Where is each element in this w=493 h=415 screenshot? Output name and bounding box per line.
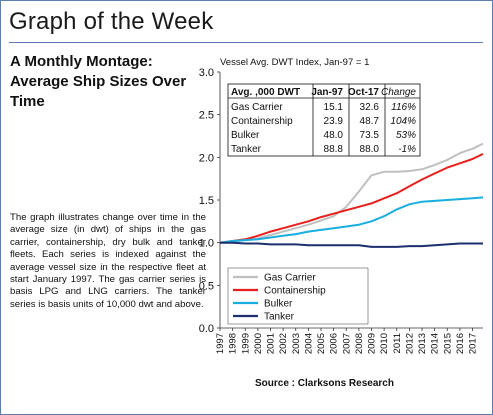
page-title: Graph of the Week — [9, 8, 214, 35]
x-tick-label: 1998 — [228, 333, 239, 354]
x-tick-label: 2016 — [455, 333, 466, 354]
table-cell: 53% — [396, 130, 416, 141]
table-cell: 116% — [391, 102, 416, 113]
x-tick-label: 2000 — [253, 333, 264, 354]
source-note: Source : Clarksons Research — [255, 378, 394, 389]
chart-title: Vessel Avg. DWT Index, Jan-97 = 1 — [220, 57, 369, 68]
y-tick-label: 1.5 — [199, 195, 214, 207]
y-tick-label: 2.5 — [199, 110, 214, 122]
x-tick-label: 2015 — [442, 333, 453, 354]
table-header-cell: Avg. ,000 DWT — [231, 87, 300, 98]
x-tick-label: 2009 — [367, 333, 378, 354]
x-tick-label: 2011 — [392, 333, 403, 353]
x-tick-label: 1997 — [215, 333, 226, 354]
y-axis-ticks: 0.0 0.5 1.0 1.5 2.0 2.5 3.0 — [199, 67, 220, 335]
series-line-bulker — [219, 196, 484, 244]
y-tick-label: 3.0 — [199, 67, 214, 79]
table-cell: 73.5 — [360, 130, 380, 141]
description-text: The graph illustrates change over time i… — [10, 212, 206, 310]
y-tick-label: 0.0 — [199, 323, 214, 335]
data-table: Avg. ,000 DWT Jan-97 Oct-17 Change Gas Carri… — [227, 83, 421, 157]
series-line-containership — [219, 153, 484, 244]
table-header-cell: Oct-17 — [348, 87, 380, 98]
table-cell: 48.7 — [360, 116, 380, 127]
x-tick-label: 2013 — [417, 333, 428, 354]
y-tick-label: 0.5 — [199, 280, 214, 292]
legend-label: Bulker — [264, 299, 293, 310]
headline: A Monthly Montage: Average Ship Sizes Ov… — [10, 53, 187, 110]
y-tick-label: 1.0 — [199, 238, 214, 250]
table-cell: 48.0 — [324, 130, 344, 141]
series-line-tanker — [220, 241, 483, 248]
table-cell: 32.6 — [360, 102, 380, 113]
x-tick-label: 2010 — [379, 333, 390, 354]
table-header-cell: Jan-97 — [311, 87, 343, 98]
x-tick-label: 2017 — [468, 333, 479, 354]
legend-label: Gas Carrier — [264, 273, 316, 284]
legend-label: Tanker — [264, 312, 295, 323]
table-cell: -1% — [398, 144, 416, 155]
x-tick-label: 2003 — [291, 333, 302, 354]
x-tick-label: 2008 — [354, 333, 365, 354]
x-tick-label: 2012 — [404, 333, 415, 354]
table-cell: Bulker — [231, 130, 260, 141]
table-cell: Containership — [231, 116, 293, 127]
table-cell: Tanker — [231, 144, 262, 155]
table-cell: 23.9 — [324, 116, 344, 127]
table-cell: 88.8 — [324, 144, 344, 155]
table-cell: 15.1 — [324, 102, 344, 113]
table-cell: Gas Carrier — [231, 102, 283, 113]
table-cell: 104% — [390, 116, 416, 127]
table-cell: 88.0 — [360, 144, 380, 155]
legend-label: Containership — [264, 286, 326, 297]
x-tick-label: 2002 — [278, 333, 289, 354]
x-tick-label: 2005 — [316, 333, 327, 354]
table-border — [227, 83, 421, 157]
title-divider — [9, 42, 483, 43]
x-tick-label: 2014 — [430, 333, 441, 354]
table-header-cell: Change — [381, 87, 416, 98]
legend: Gas Carrier Containership Bulker Tanker — [227, 267, 369, 325]
series-line-gas-carrier — [219, 142, 484, 244]
series-lines — [219, 142, 484, 248]
x-tick-label: 1999 — [240, 333, 251, 354]
x-axis-ticks: 1997 1998 1999 2000 2001 2002 2003 2004 2005 2006… — [215, 328, 479, 354]
x-tick-label: 2006 — [329, 333, 340, 354]
y-tick-label: 2.0 — [199, 152, 214, 164]
x-tick-label: 2001 — [266, 333, 277, 354]
x-tick-label: 2007 — [341, 333, 352, 354]
x-tick-label: 2004 — [303, 333, 314, 354]
